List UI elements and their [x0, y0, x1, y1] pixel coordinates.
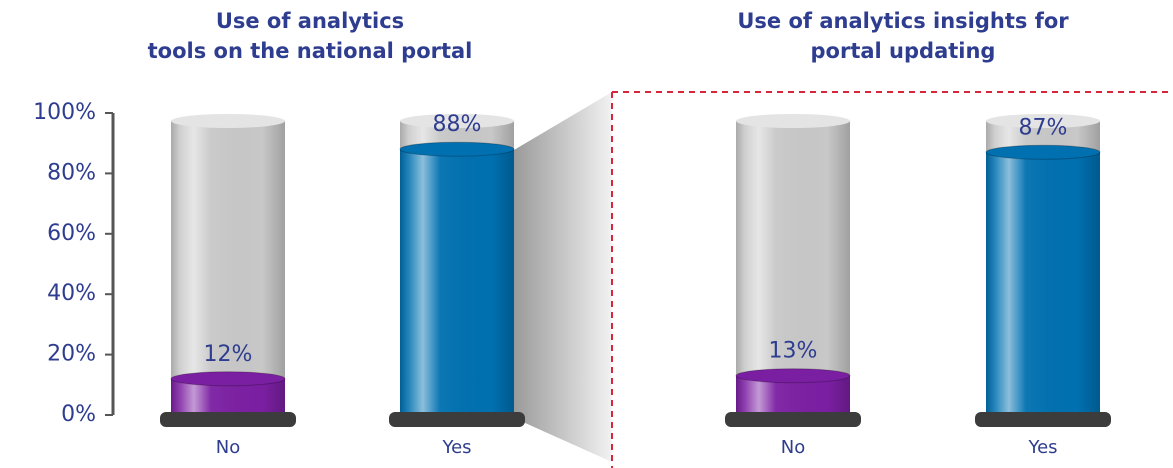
bar-background-top — [736, 114, 850, 128]
bar-top — [170, 371, 286, 387]
y-tick-label: 40% — [47, 281, 96, 306]
y-tick-label: 60% — [47, 221, 96, 246]
y-tick-label: 20% — [47, 342, 96, 367]
bar-shine — [171, 121, 285, 415]
zoom-funnel — [514, 92, 612, 462]
value-label: 12% — [204, 342, 253, 367]
bar-background-top — [171, 114, 285, 128]
value-label: 13% — [769, 339, 818, 364]
x-tick-label: Yes — [1027, 437, 1057, 458]
bar-base — [975, 412, 1111, 427]
bar-top — [985, 144, 1101, 160]
bar-base — [160, 412, 296, 427]
bar-shine — [736, 121, 850, 415]
value-label: 87% — [1019, 115, 1068, 140]
x-tick-label: Yes — [441, 437, 471, 458]
bar-top — [735, 368, 851, 384]
x-tick-label: No — [781, 437, 805, 458]
y-tick-label: 0% — [61, 402, 96, 427]
value-label: 88% — [433, 112, 482, 137]
bar-background-top — [986, 114, 1100, 128]
chart-title: Use of analytics tools on the national p… — [147, 9, 473, 63]
bar-top — [399, 141, 515, 157]
bar-shine — [400, 149, 514, 416]
x-tick-label: No — [216, 437, 240, 458]
bar-base — [725, 412, 861, 427]
y-tick-label: 100% — [33, 100, 96, 125]
bar-shine — [986, 152, 1100, 415]
y-tick-label: 80% — [47, 160, 96, 185]
bar-background-top — [400, 114, 514, 128]
chart-title: Use of analytics insights for portal upd… — [737, 9, 1069, 63]
bar-base — [389, 412, 525, 427]
